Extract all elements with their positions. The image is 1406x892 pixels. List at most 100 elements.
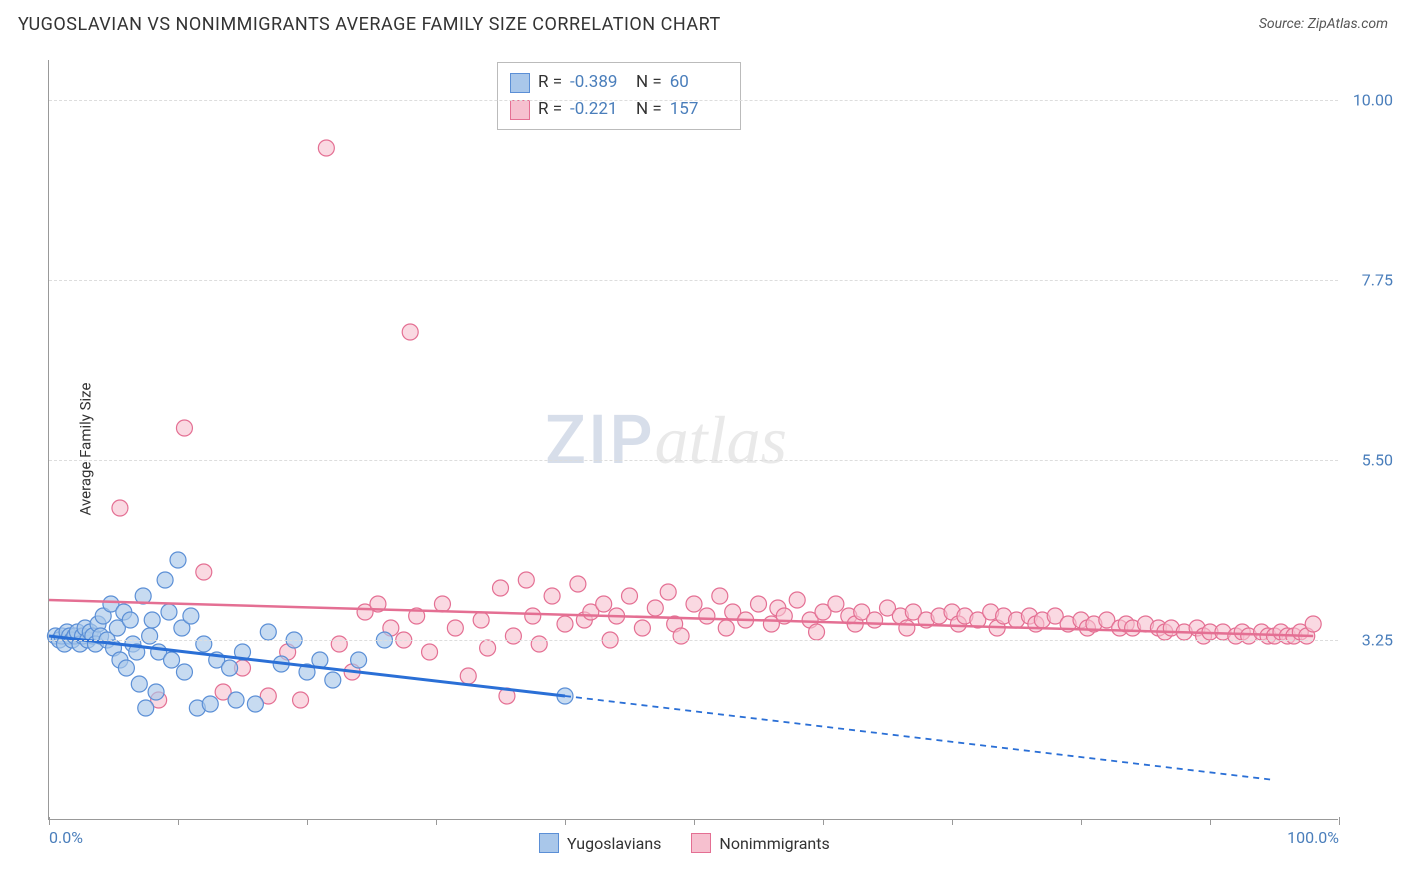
xtick <box>49 817 50 825</box>
data-point <box>828 596 844 612</box>
source-prefix: Source: <box>1259 16 1308 32</box>
data-point <box>157 572 173 588</box>
data-point <box>144 612 160 628</box>
plot-area: Average Family Size ZIPatlas R = -0.389 … <box>48 60 1338 820</box>
data-point <box>228 692 244 708</box>
data-point <box>899 620 915 636</box>
data-point <box>434 596 450 612</box>
data-point <box>647 600 663 616</box>
data-point <box>118 660 134 676</box>
data-point <box>325 672 341 688</box>
data-point <box>402 324 418 340</box>
data-point <box>518 572 534 588</box>
data-point <box>176 664 192 680</box>
data-point <box>148 684 164 700</box>
data-point <box>293 692 309 708</box>
swatch-pink <box>691 833 711 853</box>
xtick <box>178 819 179 825</box>
data-point <box>164 652 180 668</box>
data-point <box>473 612 489 628</box>
data-point <box>789 592 805 608</box>
r-value-blue: -0.389 <box>570 69 628 96</box>
data-point <box>183 608 199 624</box>
bottom-legend: Yugoslavians Nonimmigrants <box>539 833 830 853</box>
data-point <box>531 636 547 652</box>
data-point <box>202 696 218 712</box>
data-point <box>131 676 147 692</box>
data-point <box>660 584 676 600</box>
source-name: ZipAtlas.com <box>1308 16 1388 32</box>
data-point <box>622 588 638 604</box>
data-point <box>351 652 367 668</box>
xtick <box>436 819 437 825</box>
data-point <box>247 696 263 712</box>
chart-title: YUGOSLAVIAN VS NONIMMIGRANTS AVERAGE FAM… <box>18 14 721 35</box>
gridline <box>49 640 1338 641</box>
data-point <box>570 576 586 592</box>
data-point <box>142 628 158 644</box>
data-point <box>673 628 689 644</box>
ytick-label: 10.00 <box>1353 91 1393 110</box>
source-attribution: Source: ZipAtlas.com <box>1259 16 1388 32</box>
n-label: N = <box>636 69 662 96</box>
data-point <box>718 620 734 636</box>
swatch-pink <box>510 100 530 120</box>
ytick-label: 7.75 <box>1362 271 1393 290</box>
data-point <box>544 588 560 604</box>
xtick <box>1081 819 1082 825</box>
data-point <box>318 140 334 156</box>
data-point <box>557 616 573 632</box>
legend-item-blue: Yugoslavians <box>539 833 661 853</box>
trend-line <box>565 696 1275 780</box>
xtick-label: 100.0% <box>1287 828 1339 847</box>
data-point <box>196 636 212 652</box>
correlation-stats-box: R = -0.389 N = 60 R = -0.221 N = 157 <box>497 62 741 130</box>
data-point <box>809 624 825 640</box>
data-point <box>122 612 138 628</box>
xtick <box>1339 817 1340 825</box>
data-point <box>493 580 509 596</box>
xtick <box>952 819 953 825</box>
xtick <box>1210 819 1211 825</box>
legend-item-pink: Nonimmigrants <box>691 833 829 853</box>
data-point <box>260 624 276 640</box>
xtick <box>694 819 695 825</box>
data-point <box>1305 616 1321 632</box>
swatch-blue <box>510 73 530 93</box>
ytick-label: 3.25 <box>1362 631 1393 650</box>
data-point <box>112 500 128 516</box>
data-point <box>867 612 883 628</box>
data-point <box>161 604 177 620</box>
data-point <box>505 628 521 644</box>
data-point <box>422 644 438 660</box>
data-point <box>480 640 496 656</box>
data-point <box>447 620 463 636</box>
data-point <box>460 668 476 684</box>
chart-svg <box>49 60 1339 820</box>
xtick <box>307 819 308 825</box>
data-point <box>176 420 192 436</box>
n-value-blue: 60 <box>670 69 728 96</box>
data-point <box>712 588 728 604</box>
legend-label-blue: Yugoslavians <box>567 834 661 853</box>
data-point <box>596 596 612 612</box>
ytick-label: 5.50 <box>1362 451 1393 470</box>
stats-row-blue: R = -0.389 N = 60 <box>510 69 728 96</box>
data-point <box>751 596 767 612</box>
chart-header: YUGOSLAVIAN VS NONIMMIGRANTS AVERAGE FAM… <box>0 0 1406 48</box>
gridline <box>49 100 1338 101</box>
data-point <box>331 636 347 652</box>
data-point <box>525 608 541 624</box>
data-point <box>634 620 650 636</box>
xtick <box>565 819 566 825</box>
gridline <box>49 280 1338 281</box>
legend-label-pink: Nonimmigrants <box>719 834 829 853</box>
data-point <box>699 608 715 624</box>
data-point <box>686 596 702 612</box>
xtick <box>823 819 824 825</box>
data-point <box>222 660 238 676</box>
data-point <box>196 564 212 580</box>
data-point <box>138 700 154 716</box>
gridline <box>49 460 1338 461</box>
data-point <box>170 552 186 568</box>
